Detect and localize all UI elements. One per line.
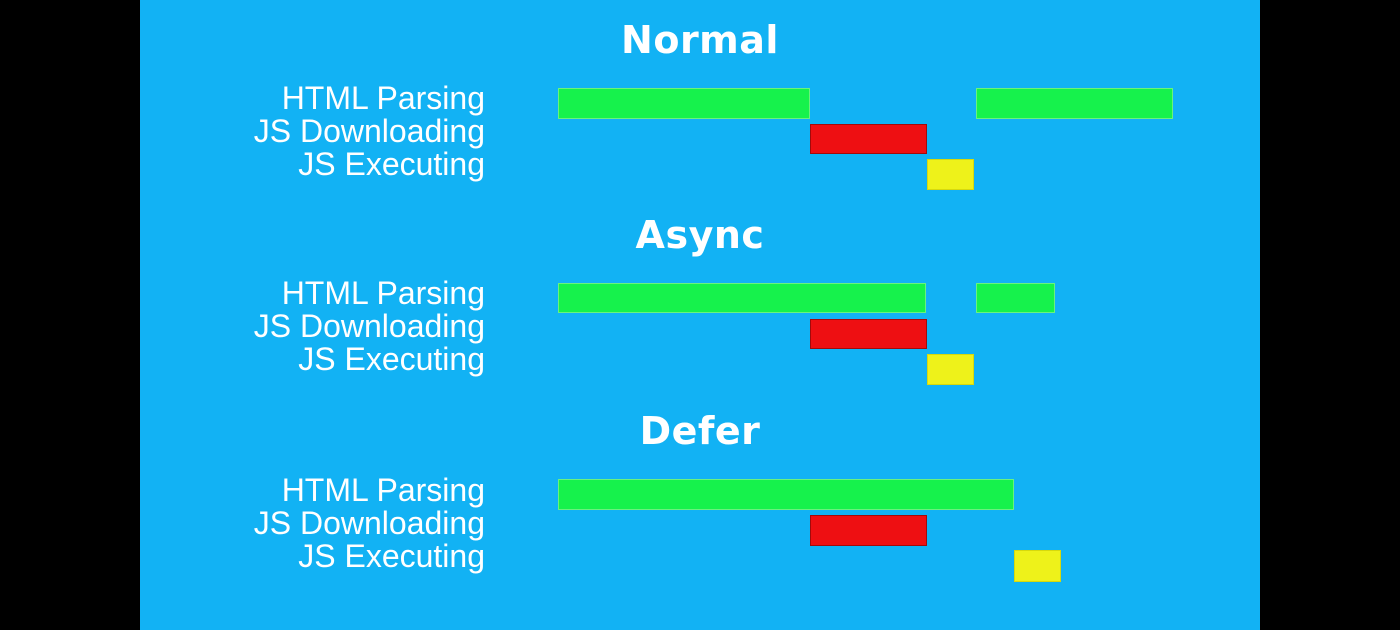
section-title-normal: Normal [621, 18, 779, 62]
section-title-async: Async [635, 213, 765, 257]
row-label-js-downloading-normal: JS Downloading [253, 113, 485, 149]
row-label-js-executing-normal: JS Executing [298, 146, 485, 182]
row-label-js-executing-async: JS Executing [298, 341, 485, 377]
bar-html-parsing-normal-2 [976, 88, 1173, 119]
diagram-panel: Normal HTML Parsing JS Downloading JS Ex… [140, 0, 1260, 630]
bar-js-executing-normal [927, 159, 974, 190]
bar-js-downloading-normal [810, 124, 927, 154]
row-label-html-parsing-async: HTML Parsing [281, 275, 485, 311]
row-label-js-executing-defer: JS Executing [298, 538, 485, 574]
bar-html-parsing-defer [558, 479, 1014, 510]
row-label-js-downloading-defer: JS Downloading [253, 505, 485, 541]
bar-html-parsing-normal-1 [558, 88, 810, 119]
bar-js-executing-async [927, 354, 974, 385]
bar-html-parsing-async-1 [558, 283, 926, 313]
row-label-html-parsing-normal: HTML Parsing [281, 80, 485, 116]
bar-js-downloading-async [810, 319, 927, 349]
row-label-js-downloading-async: JS Downloading [253, 308, 485, 344]
section-title-defer: Defer [639, 409, 761, 453]
bar-html-parsing-async-2 [976, 283, 1055, 313]
bar-js-executing-defer [1014, 550, 1061, 582]
bar-js-downloading-defer [810, 515, 927, 546]
row-label-html-parsing-defer: HTML Parsing [281, 472, 485, 508]
